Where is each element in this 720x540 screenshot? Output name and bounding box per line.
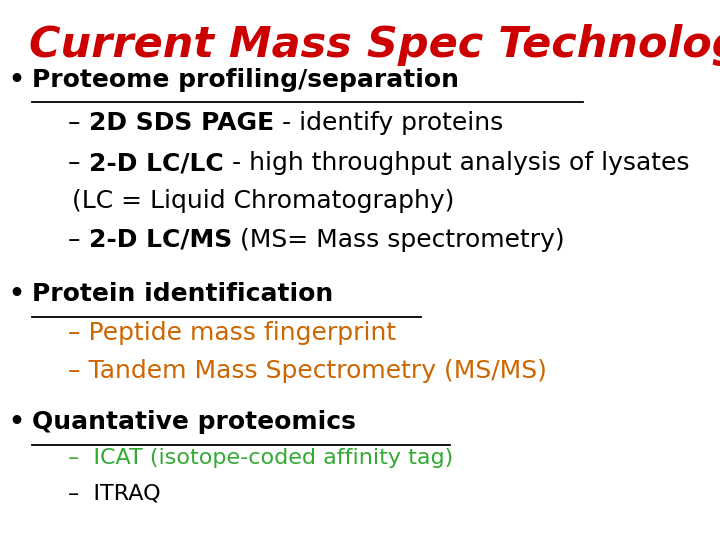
Text: 2-D LC/MS: 2-D LC/MS [89,228,232,252]
Text: 2-D LC/LC: 2-D LC/LC [89,151,224,175]
Text: (MS= Mass spectrometry): (MS= Mass spectrometry) [232,228,564,252]
Text: –  ICAT (isotope-coded affinity tag): – ICAT (isotope-coded affinity tag) [68,448,454,468]
Text: Current Mass Spec Technologies: Current Mass Spec Technologies [29,24,720,66]
Text: - high throughput analysis of lysates: - high throughput analysis of lysates [224,151,689,175]
Text: – Tandem Mass Spectrometry (MS/MS): – Tandem Mass Spectrometry (MS/MS) [68,359,547,383]
Text: Quantative proteomics: Quantative proteomics [32,410,356,434]
Text: –  ITRAQ: – ITRAQ [68,483,161,503]
Text: 2D SDS PAGE: 2D SDS PAGE [89,111,274,134]
Text: (LC = Liquid Chromatography): (LC = Liquid Chromatography) [72,189,454,213]
Text: - identify proteins: - identify proteins [274,111,503,134]
Text: –: – [68,111,89,134]
Text: –: – [68,151,89,175]
Text: – Peptide mass fingerprint: – Peptide mass fingerprint [68,321,397,345]
Text: –: – [68,228,89,252]
Text: Protein identification: Protein identification [32,282,333,306]
Text: •: • [9,282,24,306]
Text: •: • [9,68,24,91]
Text: Proteome profiling/separation: Proteome profiling/separation [32,68,459,91]
Text: •: • [9,410,24,434]
